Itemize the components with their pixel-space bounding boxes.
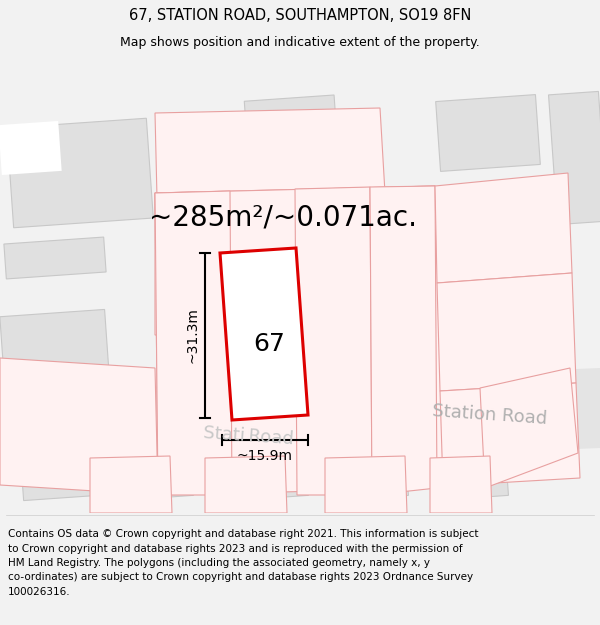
Text: Map shows position and indicative extent of the property.: Map shows position and indicative extent…: [120, 36, 480, 49]
Polygon shape: [205, 456, 287, 513]
Text: Stati Road: Stati Road: [202, 424, 294, 448]
Polygon shape: [0, 368, 600, 473]
Polygon shape: [0, 309, 110, 397]
Polygon shape: [220, 248, 308, 420]
Polygon shape: [22, 466, 98, 501]
Polygon shape: [450, 255, 550, 331]
Polygon shape: [430, 456, 492, 513]
Polygon shape: [0, 121, 62, 175]
Polygon shape: [4, 237, 106, 279]
Text: 100026316.: 100026316.: [8, 587, 71, 597]
Polygon shape: [0, 358, 158, 495]
Text: ~15.9m: ~15.9m: [237, 449, 293, 463]
Polygon shape: [295, 187, 372, 495]
Polygon shape: [155, 186, 435, 335]
Text: 67: 67: [253, 332, 285, 356]
Polygon shape: [480, 368, 578, 488]
Text: HM Land Registry. The polygons (including the associated geometry, namely x, y: HM Land Registry. The polygons (includin…: [8, 558, 430, 568]
Text: 67, STATION ROAD, SOUTHAMPTON, SO19 8FN: 67, STATION ROAD, SOUTHAMPTON, SO19 8FN: [129, 8, 471, 23]
Polygon shape: [155, 108, 385, 198]
Polygon shape: [332, 466, 409, 501]
Polygon shape: [440, 383, 580, 486]
Text: Station Road: Station Road: [432, 402, 548, 428]
Text: ~31.3m: ~31.3m: [186, 308, 200, 363]
Polygon shape: [155, 186, 445, 495]
Text: co-ordinates) are subject to Crown copyright and database rights 2023 Ordnance S: co-ordinates) are subject to Crown copyr…: [8, 572, 473, 582]
Text: Contains OS data © Crown copyright and database right 2021. This information is : Contains OS data © Crown copyright and d…: [8, 529, 479, 539]
Polygon shape: [116, 466, 193, 501]
Polygon shape: [431, 466, 508, 501]
Polygon shape: [325, 456, 407, 513]
Polygon shape: [7, 118, 154, 228]
Text: ~285m²/~0.071ac.: ~285m²/~0.071ac.: [149, 204, 417, 232]
Polygon shape: [451, 330, 550, 396]
Polygon shape: [155, 191, 232, 495]
Polygon shape: [437, 273, 576, 391]
Text: to Crown copyright and database rights 2023 and is reproduced with the permissio: to Crown copyright and database rights 2…: [8, 544, 463, 554]
Polygon shape: [232, 466, 308, 501]
Polygon shape: [548, 91, 600, 224]
Polygon shape: [90, 456, 172, 513]
Polygon shape: [435, 173, 572, 283]
Polygon shape: [370, 186, 437, 495]
Polygon shape: [436, 94, 541, 171]
Polygon shape: [244, 95, 342, 211]
